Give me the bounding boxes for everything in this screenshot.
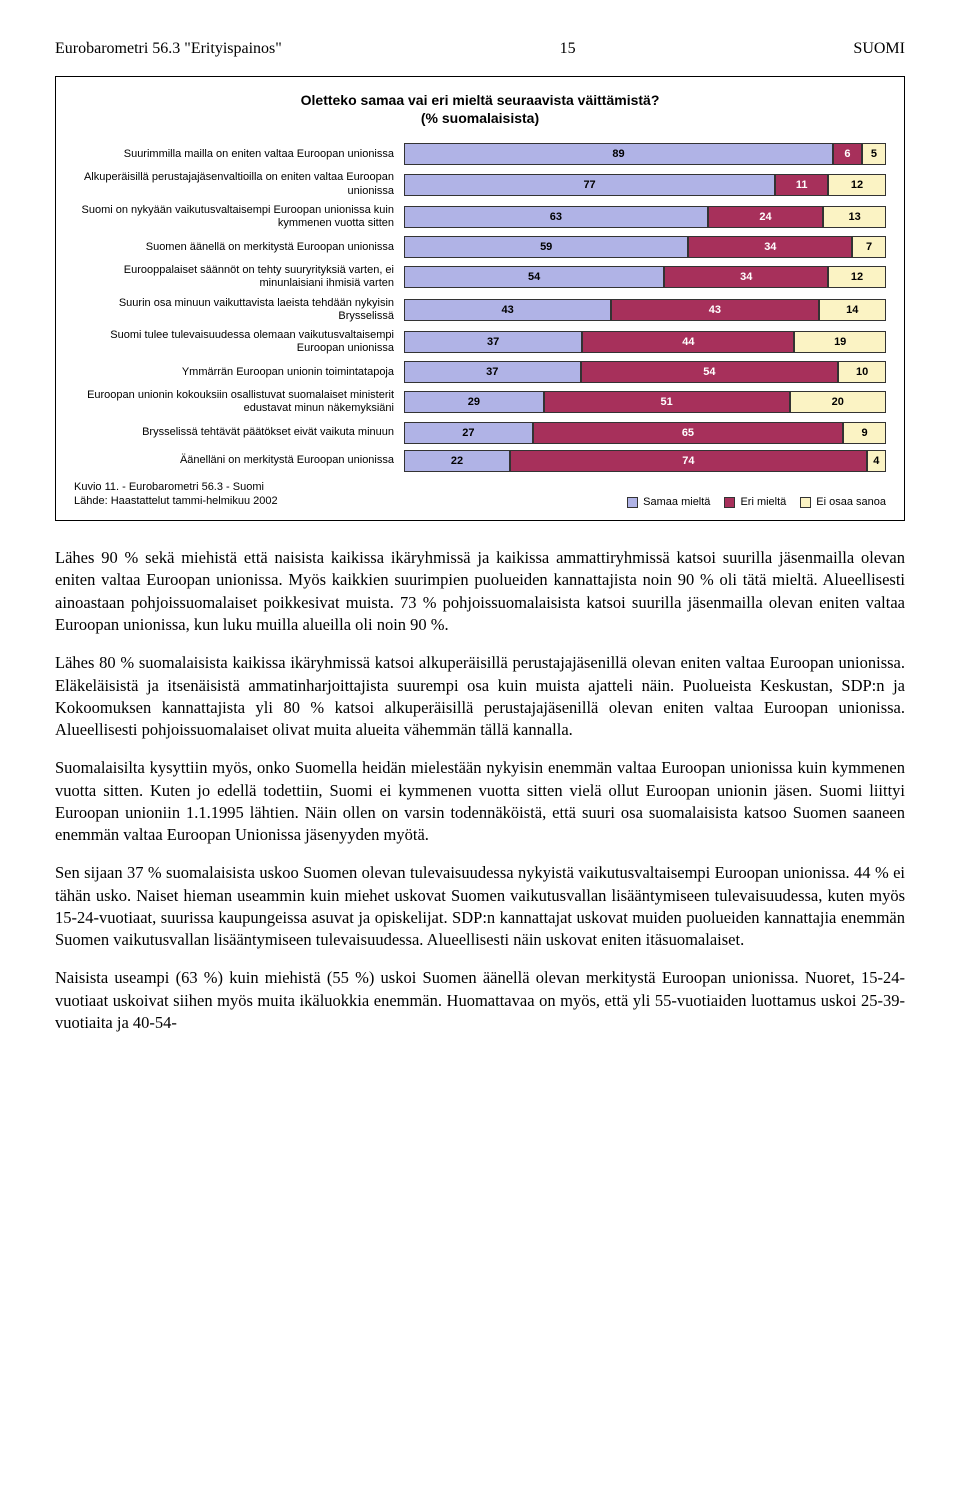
row-label: Euroopan unionin kokouksiin osallistuvat… (74, 389, 404, 415)
header-left: Eurobarometri 56.3 "Erityispainos" (55, 40, 282, 58)
chart-source-line2: Lähde: Haastattelut tammi-helmikuu 2002 (74, 494, 278, 508)
row-label: Äänelläni on merkitystä Euroopan unionis… (74, 454, 404, 467)
bar-segment: 89 (404, 143, 833, 165)
row-bar: 374419 (404, 331, 886, 353)
bar-segment: 12 (828, 266, 886, 288)
chart-row: Suurin osa minuun vaikuttavista laeista … (74, 297, 886, 323)
chart-row: Eurooppalaiset säännöt on tehty suuryrit… (74, 264, 886, 290)
row-bar: 771112 (404, 174, 886, 196)
row-bar: 543412 (404, 266, 886, 288)
bar-segment: 4 (867, 450, 886, 472)
bar-segment: 29 (404, 391, 544, 413)
bar-segment: 59 (404, 236, 688, 258)
chart-title: Oletteko samaa vai eri mieltä seuraavist… (74, 91, 886, 127)
chart-row: Alkuperäisillä perustajajäsenvaltioilla … (74, 171, 886, 197)
body-paragraph: Naisista useampi (63 %) kuin miehistä (5… (55, 967, 905, 1034)
row-label: Suurimmilla mailla on eniten valtaa Euro… (74, 148, 404, 161)
chart-row: Euroopan unionin kokouksiin osallistuvat… (74, 389, 886, 415)
row-label: Suomi on nykyään vaikutusvaltaisempi Eur… (74, 204, 404, 230)
bar-segment: 14 (819, 299, 886, 321)
bar-segment: 5 (862, 143, 886, 165)
bar-segment: 13 (823, 206, 886, 228)
bar-segment: 7 (852, 236, 886, 258)
bar-segment: 43 (404, 299, 611, 321)
bar-segment: 37 (404, 361, 581, 383)
chart-row: Suurimmilla mailla on eniten valtaa Euro… (74, 143, 886, 165)
bar-segment: 20 (790, 391, 886, 413)
row-label: Alkuperäisillä perustajajäsenvaltioilla … (74, 171, 404, 197)
row-label: Suurin osa minuun vaikuttavista laeista … (74, 297, 404, 323)
bar-segment: 43 (611, 299, 818, 321)
row-bar: 375410 (404, 361, 886, 383)
bar-segment: 44 (582, 331, 794, 353)
bar-segment: 63 (404, 206, 708, 228)
body-paragraph: Sen sijaan 37 % suomalaisista uskoo Suom… (55, 862, 905, 951)
chart-row: Brysselissä tehtävät päätökset eivät vai… (74, 422, 886, 444)
chart-source-line1: Kuvio 11. - Eurobarometri 56.3 - Suomi (74, 480, 278, 494)
chart-row: Suomen äänellä on merkitystä Euroopan un… (74, 236, 886, 258)
header-page-number: 15 (560, 40, 576, 58)
legend-item-disagree: Eri mieltä (724, 496, 786, 508)
row-label: Ymmärrän Euroopan unionin toimintatapoja (74, 366, 404, 379)
chart-title-line1: Oletteko samaa vai eri mieltä seuraavist… (74, 91, 886, 109)
body-paragraph: Lähes 90 % sekä miehistä että naisista k… (55, 547, 905, 636)
bar-segment: 74 (510, 450, 867, 472)
body-text: Lähes 90 % sekä miehistä että naisista k… (55, 547, 905, 1034)
row-bar: 295120 (404, 391, 886, 413)
bar-segment: 37 (404, 331, 582, 353)
running-header: Eurobarometri 56.3 "Erityispainos" 15 SU… (55, 40, 905, 58)
bar-segment: 34 (664, 266, 828, 288)
row-bar: 59347 (404, 236, 886, 258)
bar-segment: 22 (404, 450, 510, 472)
chart-source: Kuvio 11. - Eurobarometri 56.3 - Suomi L… (74, 480, 278, 509)
chart-title-line2: (% suomalaisista) (74, 109, 886, 127)
row-label: Suomi tulee tulevaisuudessa olemaan vaik… (74, 329, 404, 355)
bar-segment: 9 (843, 422, 886, 444)
bar-segment: 51 (544, 391, 790, 413)
row-bar: 8965 (404, 143, 886, 165)
legend-item-dontknow: Ei osaa sanoa (800, 496, 886, 508)
legend-item-agree: Samaa mieltä (627, 496, 710, 508)
chart-legend: Samaa mieltä Eri mieltä Ei osaa sanoa (627, 496, 886, 508)
row-bar: 434314 (404, 299, 886, 321)
bar-segment: 77 (404, 174, 775, 196)
bar-segment: 27 (404, 422, 533, 444)
body-paragraph: Suomalaisilta kysyttiin myös, onko Suome… (55, 757, 905, 846)
chart-row: Suomi on nykyään vaikutusvaltaisempi Eur… (74, 204, 886, 230)
bar-segment: 54 (404, 266, 664, 288)
bar-segment: 11 (775, 174, 828, 196)
bar-segment: 34 (688, 236, 852, 258)
legend-swatch-agree (627, 497, 638, 508)
bar-segment: 65 (533, 422, 843, 444)
row-label: Brysselissä tehtävät päätökset eivät vai… (74, 426, 404, 439)
body-paragraph: Lähes 80 % suomalaisista kaikissa ikäryh… (55, 652, 905, 741)
legend-swatch-disagree (724, 497, 735, 508)
bar-segment: 24 (708, 206, 824, 228)
row-bar: 27659 (404, 422, 886, 444)
row-label: Suomen äänellä on merkitystä Euroopan un… (74, 241, 404, 254)
chart-row: Äänelläni on merkitystä Euroopan unionis… (74, 450, 886, 472)
bar-segment: 10 (838, 361, 886, 383)
bar-segment: 12 (828, 174, 886, 196)
header-right: SUOMI (853, 40, 905, 58)
row-bar: 22744 (404, 450, 886, 472)
chart-rows: Suurimmilla mailla on eniten valtaa Euro… (74, 143, 886, 471)
legend-label-disagree: Eri mieltä (740, 496, 786, 508)
row-bar: 632413 (404, 206, 886, 228)
legend-label-dontknow: Ei osaa sanoa (816, 496, 886, 508)
bar-segment: 6 (833, 143, 862, 165)
chart-row: Ymmärrän Euroopan unionin toimintatapoja… (74, 361, 886, 383)
legend-label-agree: Samaa mieltä (643, 496, 710, 508)
row-label: Eurooppalaiset säännöt on tehty suuryrit… (74, 264, 404, 290)
chart-row: Suomi tulee tulevaisuudessa olemaan vaik… (74, 329, 886, 355)
bar-segment: 54 (581, 361, 839, 383)
bar-segment: 19 (794, 331, 886, 353)
legend-swatch-dontknow (800, 497, 811, 508)
chart-container: Oletteko samaa vai eri mieltä seuraavist… (55, 76, 905, 521)
